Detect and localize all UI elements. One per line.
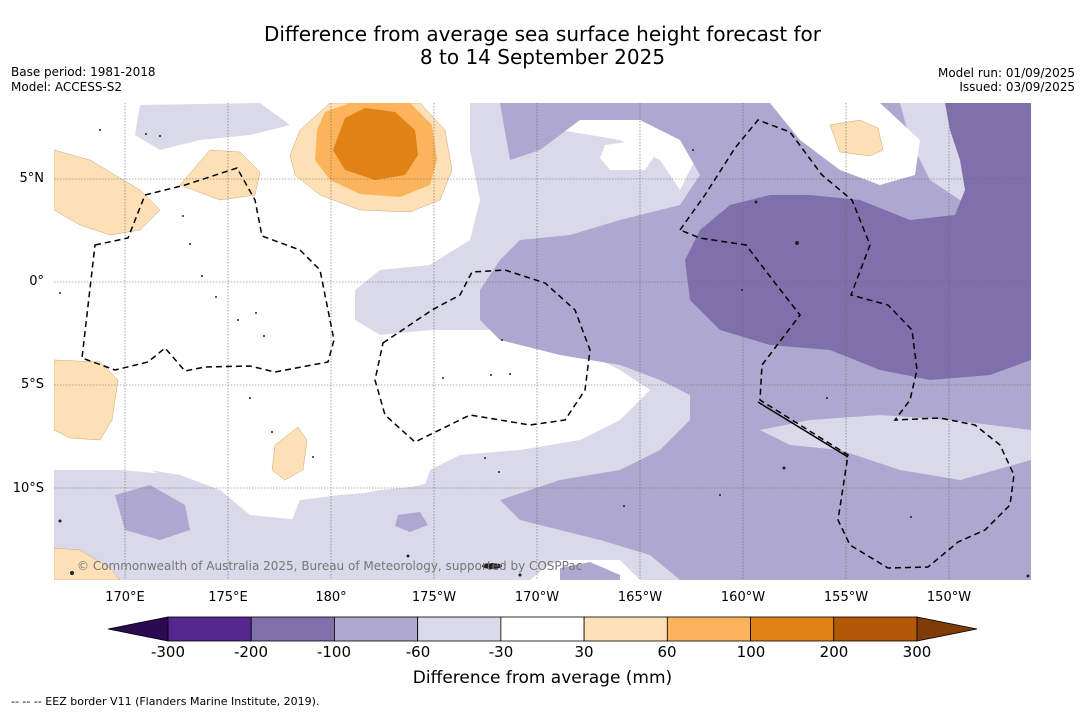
lat-label-0: 0° [29, 274, 44, 289]
colorbar-cell [334, 616, 419, 642]
lon-label-165w: 165°W [617, 590, 663, 605]
anomaly-region-neg60-sw [115, 485, 190, 540]
lon-label-180: 180° [315, 590, 347, 605]
lon-label-170e: 170°E [105, 590, 145, 605]
cbar-tick-label: 60 [657, 643, 677, 661]
colorbar-cell [500, 616, 585, 642]
cbar-tick-label: 100 [736, 643, 766, 661]
anomaly-neutral-north [600, 140, 655, 170]
lat-label-5n: 5°N [19, 171, 45, 186]
lon-label-170w: 170°W [514, 590, 560, 605]
model-run-label: Model run: 01/09/2025 [937, 66, 1075, 80]
eez-border-solid [757, 401, 849, 458]
map-panel: © Commonwealth of Australia 2025, Bureau… [54, 103, 1031, 580]
colorbar-cell [583, 616, 668, 642]
colorbar-label: Difference from average (mm) [412, 668, 673, 688]
anomaly-region-pos30-f [829, 119, 884, 157]
cbar-tick-label: -300 [150, 643, 186, 661]
chart-title-line2: 8 to 14 September 2025 [419, 45, 666, 69]
cbar-tick-label: 30 [574, 643, 594, 661]
cbar-tick-label: 300 [902, 643, 932, 661]
lon-label-175w: 175°W [411, 590, 457, 605]
cbar-tick-label: -100 [316, 643, 352, 661]
colorbar-cell [417, 616, 502, 642]
eez-legend-note: -- -- -- EEZ border V11 (Flanders Marine… [11, 695, 320, 708]
colorbar-extend-low [107, 616, 169, 642]
lon-label-150w: 150°W [926, 590, 972, 605]
colorbar-cell [666, 616, 751, 642]
colorbar-extend-high [916, 616, 978, 642]
copyright-notice: © Commonwealth of Australia 2025, Bureau… [77, 559, 582, 573]
colorbar-cell [750, 616, 835, 642]
lon-label-175e: 175°E [208, 590, 248, 605]
colorbar-cell [167, 616, 252, 642]
model-label: Model: ACCESS-S2 [11, 80, 123, 94]
issued-label: Issued: 03/09/2025 [959, 80, 1075, 94]
map-gridlines [54, 103, 1031, 580]
base-period-label: Base period: 1981-2018 [11, 65, 156, 79]
anomaly-region-pos30-d [54, 359, 119, 441]
anomaly-region-neg100 [685, 103, 1031, 380]
cbar-tick-label: 200 [819, 643, 849, 661]
anomaly-region-neg30-islandtop [135, 103, 290, 150]
lon-label-155w: 155°W [823, 590, 869, 605]
lat-label-5s: 5°S [20, 377, 44, 392]
lat-label-10s: 10°S [12, 481, 44, 496]
anomaly-region-neg60-bottom [560, 562, 620, 580]
anomaly-region-neg60-small [395, 512, 428, 532]
colorbar-cell [250, 616, 335, 642]
cbar-tick-label: -30 [488, 643, 514, 661]
cbar-tick-label: -60 [405, 643, 431, 661]
chart-title-line1: Difference from average sea surface heig… [263, 22, 822, 46]
anomaly-region-pos100 [333, 108, 418, 180]
map-fields: © Commonwealth of Australia 2025, Bureau… [54, 103, 1031, 580]
anomaly-region-pos30-b [179, 149, 261, 201]
colorbar-cell [833, 616, 918, 642]
anomaly-region-neg60-south [760, 415, 1031, 480]
eez-borders [81, 119, 1015, 569]
lon-label-160w: 160°W [720, 590, 766, 605]
anomaly-region-pos30-e [271, 426, 308, 481]
cbar-tick-label: -200 [233, 643, 269, 661]
islands [58, 129, 1030, 578]
anomaly-region-pos30-c [54, 149, 161, 236]
